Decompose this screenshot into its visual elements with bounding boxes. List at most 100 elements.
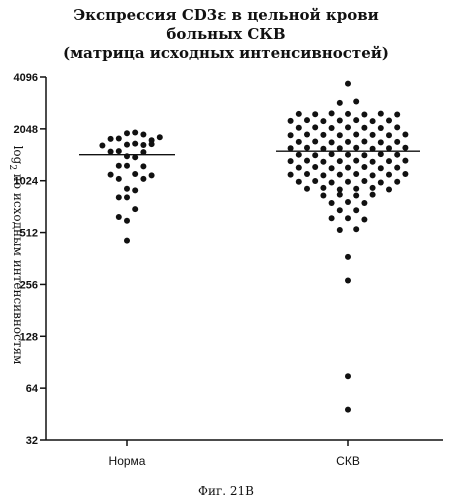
data-point [329,165,335,171]
data-point [394,124,400,130]
chart-title: Экспрессия CD3ε в цельной крови больных … [63,6,389,62]
y-tick-label: 64 [26,383,39,395]
data-point [345,152,351,158]
data-point [124,186,130,192]
data-point [386,158,392,164]
data-point [386,118,392,124]
data-point [304,186,310,192]
data-point [320,132,326,138]
data-point [370,172,376,178]
y-axis-label: log2 по исходным интенсивностям [7,146,25,365]
data-point [124,142,130,148]
data-point [116,163,122,169]
data-point [345,199,351,205]
data-point [345,81,351,87]
data-point [329,179,335,185]
data-point [296,152,302,158]
x-axis: НормаСКВ [46,440,443,468]
data-point [361,152,367,158]
data-point [386,132,392,138]
data-point [124,194,130,200]
data-point [132,141,138,147]
data-point [116,148,122,154]
data-point [361,216,367,222]
data-point [288,172,294,178]
data-point [296,111,302,117]
data-point [378,151,384,157]
data-point [370,132,376,138]
data-point [386,172,392,178]
data-point [329,215,335,221]
data-point [304,131,310,137]
data-point [353,145,359,151]
data-point [124,238,130,244]
median-lines [79,151,420,155]
data-point [361,200,367,206]
data-point [320,172,326,178]
data-point [386,187,392,193]
data-point [386,145,392,151]
data-point [361,112,367,118]
data-point [296,139,302,145]
data-point [402,171,408,177]
data-point [108,136,114,142]
data-point [337,187,343,193]
data-point [337,227,343,233]
data-point [337,118,343,124]
data-point [353,193,359,199]
data-point [329,151,335,157]
data-point [288,118,294,124]
data-point [132,171,138,177]
data-point [149,172,155,178]
data-point [337,207,343,213]
figure-caption: Фиг. 21В [198,484,254,498]
y-tick-label: 4096 [14,72,38,84]
data-point [329,200,335,206]
data-point [320,118,326,124]
data-point [370,159,376,165]
data-point [288,145,294,151]
data-point [329,139,335,145]
data-point [378,179,384,185]
data-point [149,141,155,147]
chart-title-line-3: (матрица исходных интенсивностей) [63,44,389,62]
data-point [370,118,376,124]
data-point [329,110,335,116]
data-point [337,172,343,178]
data-point [304,158,310,164]
data-point [312,111,318,117]
data-point [124,163,130,169]
data-points [99,81,408,413]
data-point [320,159,326,165]
data-point [378,111,384,117]
data-point [353,158,359,164]
data-point [337,132,343,138]
data-point [353,117,359,123]
y-tick-label: 32 [26,435,38,447]
data-point [370,185,376,191]
y-axis-label-log: log [11,146,25,165]
data-point [132,130,138,136]
data-point [345,165,351,171]
data-point [337,100,343,106]
data-point [345,373,351,379]
data-point [353,171,359,177]
data-point [124,130,130,136]
x-category-label: СКВ [336,454,360,468]
data-point [378,125,384,131]
data-point [353,99,359,105]
y-axis-label-rest: по исходным интенсивностям [11,170,25,364]
data-point [288,132,294,138]
data-point [99,142,105,148]
data-point [108,149,114,155]
data-point [296,165,302,171]
data-point [394,152,400,158]
data-point [370,192,376,198]
data-point [157,134,163,140]
data-point [394,139,400,145]
data-point [353,131,359,137]
data-point [304,145,310,151]
data-point [304,171,310,177]
data-point [345,139,351,145]
data-point [378,165,384,171]
